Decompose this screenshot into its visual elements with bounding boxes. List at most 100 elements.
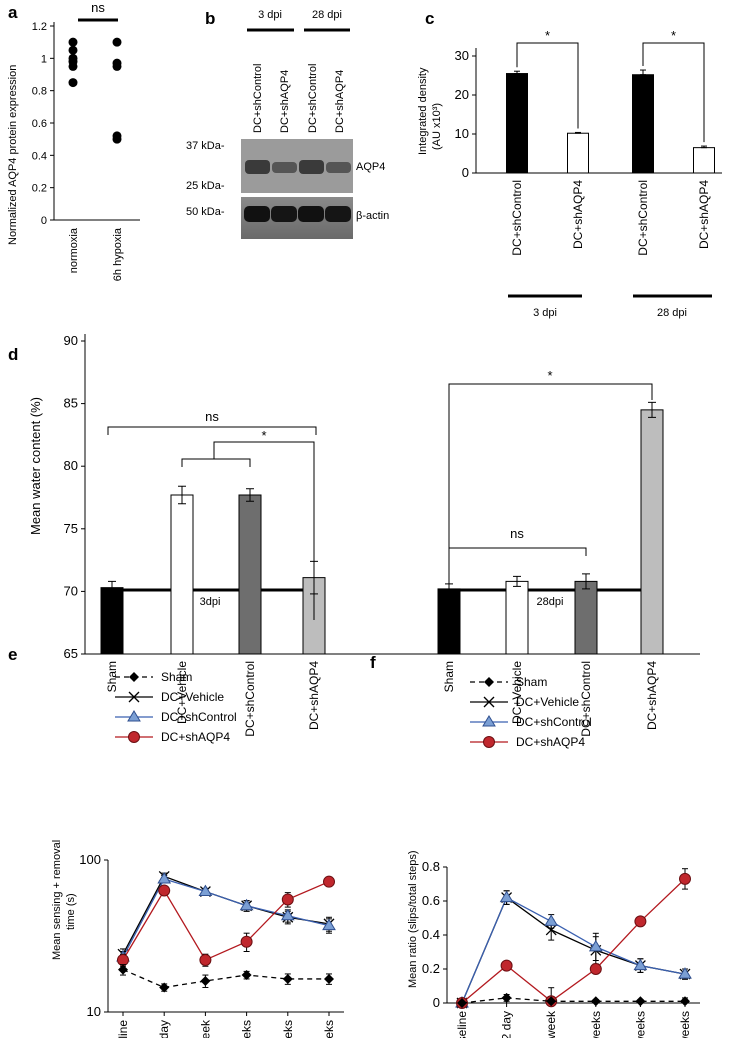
panel-f-legend-marker [482, 715, 496, 727]
panel-f-point [678, 967, 692, 979]
panel-a-ytick-label: 1 [41, 53, 47, 65]
panel-d-3dpi: 3dpi [200, 596, 221, 608]
panel-a-ytick-label: 0.8 [32, 86, 47, 98]
panel-f-ytick-label: 0.2 [422, 961, 440, 976]
panel-b-lane-1: DC+shControl [252, 64, 264, 133]
panel-f-ytick-label: 0.8 [422, 859, 440, 874]
panel-f-legend-label: Sham [516, 675, 547, 689]
panel-f-point [546, 996, 557, 1007]
panel-c-star: * [545, 28, 550, 43]
panel-e-point [157, 872, 172, 884]
panel-d-xtick-label: DC+shControl [579, 661, 593, 737]
panel-f-legend-label: DC+shControl [516, 715, 592, 729]
panel-c-sig-bracket [516, 42, 579, 129]
panel-d-ytick-label: 65 [64, 646, 78, 661]
panel-d-ns-1: ns [205, 409, 219, 424]
panel-f-point [544, 914, 559, 926]
panel-d-bar [100, 587, 124, 655]
panel-a-ytick-label: 1.2 [32, 21, 47, 33]
panel-f-series-line [461, 878, 686, 1004]
panel-d-28dpi: 28dpi [537, 596, 564, 608]
panel-d-bar [170, 494, 194, 655]
panel-c-xtick-label: DC+shControl [636, 180, 650, 256]
panel-f-legend-marker-stroke [483, 696, 495, 708]
panel-c-bar [506, 73, 528, 174]
panel-a-xtick-label: 6h hypoxia [112, 227, 124, 281]
panel-f-point [634, 915, 647, 928]
panel-d-ytick-label: 80 [64, 458, 78, 473]
panel-c-label: c [425, 9, 434, 28]
panel-a-ytick-label: 0 [41, 215, 47, 227]
panel-f-point [588, 939, 603, 952]
panel-b-band-aqp4: AQP4 [356, 161, 385, 173]
panel-a-label: a [8, 3, 18, 22]
panel-d-label: d [8, 345, 18, 364]
panel-e-xtick-label: 2 weeks [240, 1020, 254, 1038]
panel-f-point [680, 996, 690, 1007]
panel-b-blot: 3 dpi 28 dpi DC+shControl DC+shAQP4 DC+s… [186, 9, 389, 239]
panel-d-xtick-label: DC+shControl [243, 661, 257, 737]
panel-e-point [280, 908, 295, 921]
panel-b-actin-band-4 [325, 206, 351, 222]
panel-e-series-line [122, 875, 330, 955]
panel-b-actin-band-2 [271, 206, 297, 222]
panel-d-sig-bracket [213, 441, 315, 620]
panel-e-point [241, 970, 252, 981]
panel-e-legend-label: Sham [161, 670, 192, 684]
panel-a-point [68, 45, 78, 55]
panel-a-ylabel: Normalized AQP4 protein expression [7, 65, 19, 245]
panel-f-point [457, 998, 467, 1008]
panel-d-ytick-label: 85 [64, 396, 78, 411]
panel-f-point [589, 963, 602, 975]
panel-e-point [158, 884, 171, 897]
panel-e-xtick-label: 3 weeks [281, 1020, 295, 1038]
panel-f-legend-marker [484, 677, 494, 687]
panel-a-point [112, 61, 122, 71]
panel-e-ytick-label: 100 [79, 852, 101, 867]
panel-c-ylabel-2: (AU x10³) [431, 103, 443, 150]
panel-f-xtick-label: 4 weeks [678, 1011, 692, 1038]
panel-f-ytick-label: 0.4 [422, 927, 440, 942]
panel-e-label: e [8, 645, 17, 664]
panel-f-series-line [461, 896, 686, 1004]
panel-d-group-bracket [181, 458, 251, 467]
panel-e-legend-marker [128, 731, 140, 743]
panel-f-xtick-label: 2 weeks [589, 1011, 603, 1038]
panel-d-xtick-label: Sham [105, 661, 119, 692]
panel-c-xtick-label: DC+shControl [510, 180, 524, 256]
panel-e-legend-label: DC+shAQP4 [161, 730, 230, 744]
panel-d-ns-bracket [107, 426, 317, 435]
panel-f-point [500, 959, 513, 972]
panel-e-point [322, 918, 336, 931]
panel-e-legend-marker-stroke [128, 691, 140, 703]
panel-e-series-line [122, 969, 329, 989]
panel-c-xtick-label: DC+shAQP4 [697, 180, 711, 249]
panel-a-ytick-label: 0.2 [32, 183, 47, 195]
panel-f-point [501, 992, 512, 1003]
panel-f-chart: Mean ratio (slips/total steps) 0 0.2 0.4 0.… [407, 675, 700, 1038]
panel-e-series-line [122, 878, 330, 958]
panel-b-28dpi: 28 dpi [312, 9, 342, 21]
panel-c-ylabel-1: Integrated density [417, 67, 429, 155]
panel-f-xtick-label: 1 week [544, 1010, 558, 1038]
panel-a-point [112, 37, 122, 47]
panel-d-bar [505, 580, 529, 655]
panel-e-series-line [122, 881, 330, 961]
panel-e-point [281, 893, 294, 906]
panel-c-bar [567, 132, 589, 174]
panel-e-legend-label: DC+Vehicle [161, 690, 224, 704]
panel-f-legend-label: DC+shAQP4 [516, 735, 585, 749]
panel-b-3dpi: 3 dpi [258, 9, 282, 21]
panel-f-point [679, 872, 691, 885]
panel-c-bar [632, 74, 654, 174]
panel-b-aqp4-band-3 [299, 160, 324, 174]
panel-f-ylabel: Mean ratio (slips/total steps) [407, 850, 419, 988]
panel-b-marker-37: 37 kDa- [186, 140, 225, 152]
panel-d-ns-2: ns [510, 526, 524, 541]
panel-e-legend-marker [128, 691, 140, 703]
panel-c-ytick-label: 10 [455, 126, 469, 141]
panel-e-point [240, 935, 253, 948]
panel-d-ns-bracket-28 [448, 547, 587, 556]
panel-e-point [324, 973, 334, 984]
panel-c-ytick-label: 0 [462, 165, 469, 180]
